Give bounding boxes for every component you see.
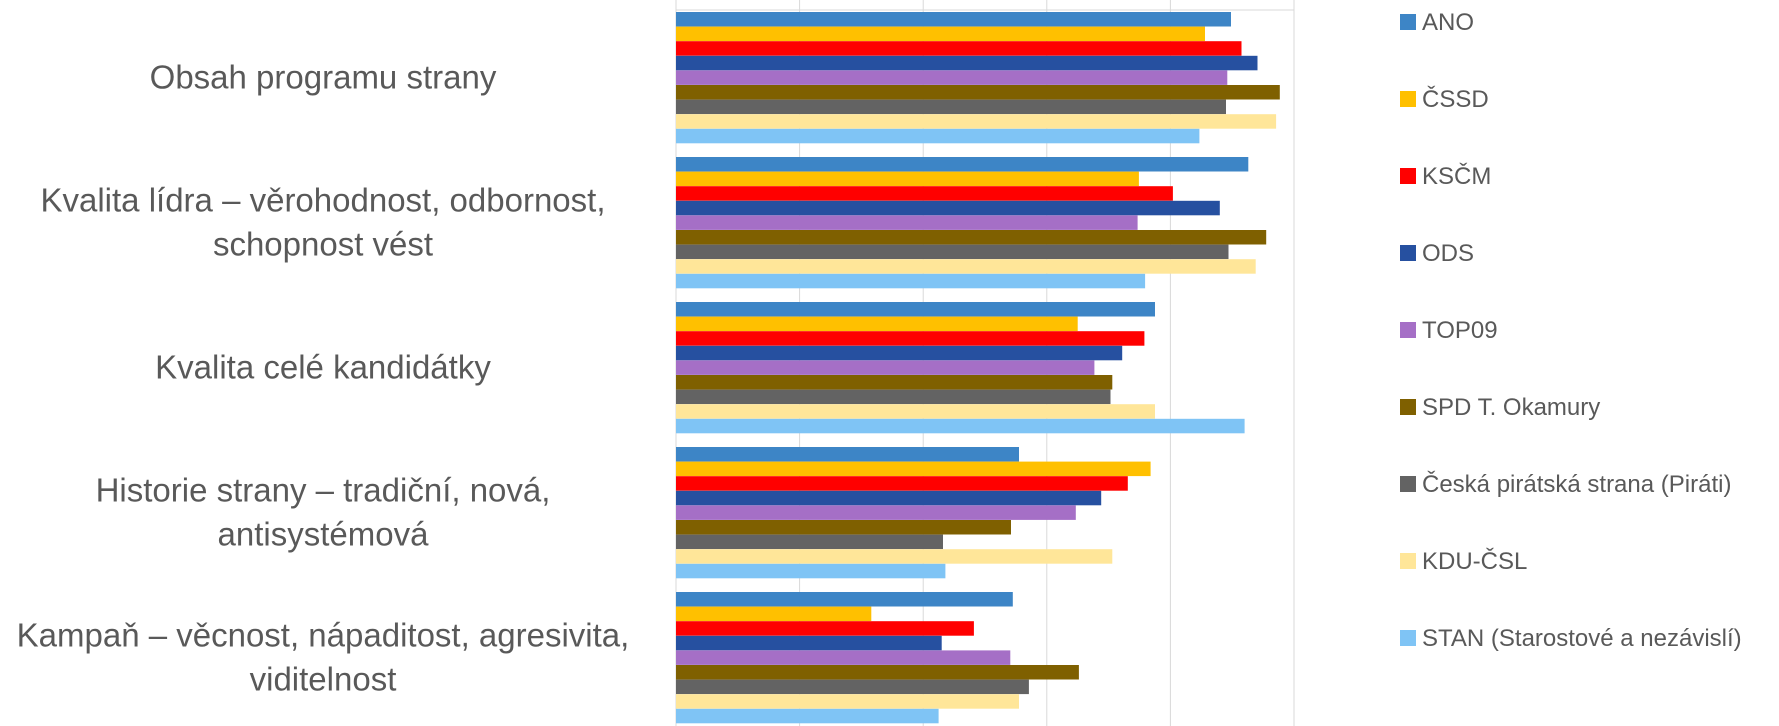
category-label: Obsah programu strany [150, 59, 497, 96]
bar-top09-1 [676, 215, 1138, 230]
legend-label: STAN (Starostové a nezávislí) [1422, 625, 1742, 652]
legend-swatch [1400, 476, 1416, 492]
legend-label: KDU-ČSL [1422, 547, 1527, 575]
legend-swatch [1400, 553, 1416, 569]
bar-top09-0 [676, 70, 1228, 85]
bar-stan-starostov-a-nez-visl--2 [676, 418, 1245, 434]
bar-ano-1 [676, 157, 1249, 172]
bar-kdu-sl-3 [676, 549, 1113, 564]
bar-spd-t-okamury-1 [676, 230, 1267, 245]
legend-label: TOP09 [1422, 317, 1498, 344]
bar--ssd-4 [676, 606, 872, 622]
legend-item: Česká pirátská strana (Piráti) [1400, 470, 1731, 498]
bar-ods-0 [676, 55, 1258, 71]
bar-ano-4 [676, 592, 1013, 607]
legend-item: ANO [1400, 9, 1474, 36]
legend-swatch [1400, 322, 1416, 338]
legend-item: STAN (Starostové a nezávislí) [1400, 625, 1742, 652]
bar-stan-starostov-a-nez-visl--3 [676, 563, 946, 579]
legend-label: ČSSD [1422, 85, 1489, 113]
bar-stan-starostov-a-nez-visl--0 [676, 128, 1200, 144]
bar--ssd-1 [676, 171, 1139, 187]
legend-item: KDU-ČSL [1400, 547, 1527, 575]
bar-ods-2 [676, 345, 1123, 361]
bar-top09-4 [676, 650, 1011, 665]
bar-ods-4 [676, 635, 942, 651]
bar-spd-t-okamury-4 [676, 665, 1079, 680]
bar-ks-m-0 [676, 41, 1242, 56]
bar-kdu-sl-4 [676, 694, 1019, 709]
bar-ks-m-1 [676, 186, 1173, 201]
legend-swatch [1400, 14, 1416, 30]
bar-ano-0 [676, 12, 1231, 27]
legend-swatch [1400, 91, 1416, 107]
bar-ano-2 [676, 302, 1155, 317]
bar-kdu-sl-0 [676, 114, 1277, 129]
bar-ks-m-3 [676, 476, 1128, 491]
legend-label: ANO [1422, 9, 1474, 36]
category-label: Kvalita lídra – věrohodnost, odbornost, s… [40, 182, 605, 263]
category-labels: Obsah programu strany Kvalita lídra – věr… [17, 59, 630, 698]
bar--esk-pir-tsk-strana-pir-ti--3 [676, 534, 943, 550]
legend-item: ODS [1400, 240, 1474, 267]
bar--esk-pir-tsk-strana-pir-ti--2 [676, 389, 1111, 405]
bar-ks-m-4 [676, 621, 974, 636]
bar-top09-2 [676, 360, 1095, 375]
bar-ks-m-2 [676, 331, 1145, 346]
category-label: Kampaň – věcnost, nápaditost, agresivita… [17, 617, 630, 698]
bar-stan-starostov-a-nez-visl--4 [676, 708, 939, 724]
legend-label: Česká pirátská strana (Piráti) [1422, 470, 1731, 498]
legend-item: ČSSD [1400, 85, 1489, 113]
legend-label: SPD T. Okamury [1422, 394, 1600, 421]
bar--ssd-0 [676, 26, 1205, 42]
bar--esk-pir-tsk-strana-pir-ti--4 [676, 679, 1029, 695]
legend-label: KSČM [1422, 162, 1491, 190]
bar--ssd-3 [676, 461, 1151, 477]
bars [676, 12, 1280, 724]
legend-item: TOP09 [1400, 317, 1498, 344]
bar-ods-3 [676, 490, 1102, 506]
legend: ANO ČSSD KSČM ODS TOP09 SPD T. Okamury Česká p… [1400, 9, 1742, 652]
legend-item: KSČM [1400, 162, 1491, 190]
bar-spd-t-okamury-0 [676, 85, 1280, 100]
bar--esk-pir-tsk-strana-pir-ti--1 [676, 244, 1229, 260]
legend-label: ODS [1422, 240, 1474, 267]
bar-spd-t-okamury-2 [676, 375, 1113, 390]
bar-kdu-sl-2 [676, 404, 1155, 419]
legend-swatch [1400, 630, 1416, 646]
legend-item: SPD T. Okamury [1400, 394, 1600, 421]
bar-ano-3 [676, 447, 1019, 462]
legend-swatch [1400, 399, 1416, 415]
bar--esk-pir-tsk-strana-pir-ti--0 [676, 99, 1226, 115]
bar--ssd-2 [676, 316, 1078, 332]
bar-stan-starostov-a-nez-visl--1 [676, 273, 1146, 289]
bar-ods-1 [676, 200, 1220, 216]
category-label: Historie strany – tradiční, nová, antisys… [96, 472, 551, 553]
bar-kdu-sl-1 [676, 259, 1256, 274]
legend-swatch [1400, 245, 1416, 261]
legend-swatch [1400, 168, 1416, 184]
bar-top09-3 [676, 505, 1076, 520]
bar-spd-t-okamury-3 [676, 520, 1011, 535]
category-label: Kvalita celé kandidátky [155, 349, 491, 386]
